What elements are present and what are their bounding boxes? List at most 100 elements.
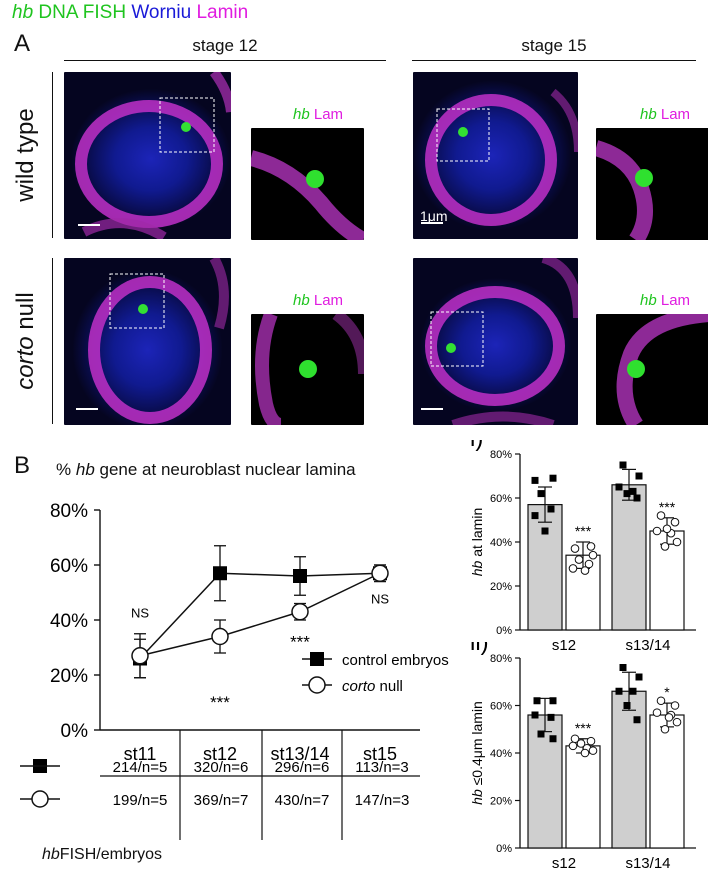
table-cell-corto: 199/n=5 <box>113 792 168 809</box>
dot-control <box>619 461 627 469</box>
line-chart: 0% 20% 40% 60% 80% st11 st12 st13/14 st15 NS *** **… <box>50 501 449 764</box>
inset-wt-stage12 <box>251 128 364 240</box>
table-cell-corto: 147/n=3 <box>355 792 410 809</box>
dot-control <box>549 474 557 482</box>
bar-chart-ytick-label: 20% <box>490 581 512 593</box>
table-cell-corto: 430/n=7 <box>275 792 330 809</box>
inset-corto-stage12 <box>251 314 364 425</box>
dot-control <box>623 702 631 709</box>
dot-corto <box>580 566 590 575</box>
bar-chart-ii: ii) 0% 20% 40% 60% 80% hb ≤0.4μm lamin s12 s13/1… <box>469 642 696 872</box>
point-corto <box>131 647 149 665</box>
line-chart-ytick-label: 20% <box>50 666 88 687</box>
bar-chart-ytick-label: 80% <box>490 449 512 461</box>
micrograph-wt-stage15-svg <box>421 88 578 226</box>
table-marker-corto <box>31 790 49 808</box>
column-header-stage15: stage 15 <box>521 36 587 55</box>
panel-b-letter: B <box>14 452 31 479</box>
dot-control <box>633 716 641 724</box>
micrograph-corto-stage15-svg <box>421 258 578 425</box>
inset-label-corto-stage12: hb Lam <box>293 292 344 309</box>
line-chart-category-label: st13/14 <box>270 744 329 764</box>
bar-chart-label: i) <box>470 440 483 452</box>
row-label-corto: corto <box>12 336 39 390</box>
line-chart-ytick-label: 0% <box>61 721 89 742</box>
bar-chart-ytick-label: 20% <box>490 796 512 808</box>
dot-control <box>619 664 627 671</box>
inset-label-wt-stage15: hb Lam <box>640 106 691 123</box>
significance-label: * <box>664 684 670 700</box>
dot-control <box>547 713 555 721</box>
dot-control <box>615 483 623 491</box>
dot-corto <box>652 708 662 717</box>
row-rule-bottom <box>52 258 53 424</box>
dot-corto <box>570 544 580 553</box>
line-chart-ytick-label: 80% <box>50 501 88 522</box>
legend-worniu: Worniu <box>131 2 192 23</box>
bar-chart-ytick-label: 60% <box>490 493 512 505</box>
dot-control <box>537 490 545 498</box>
inset-wt-stage15 <box>596 128 708 240</box>
dot-corto <box>580 748 590 758</box>
dot-corto <box>660 542 670 551</box>
dot-corto <box>586 736 596 746</box>
bar-chart-ytick-label: 80% <box>490 653 512 665</box>
bar-chart-i: i) 0% 20% 40% 60% 80% hb at lamin s12 s13/14 *** *… <box>469 440 696 650</box>
row-label-corto-null: corto null <box>12 292 40 389</box>
point-corto <box>291 603 309 621</box>
inset-label-corto-stage15: hb Lam <box>640 292 691 309</box>
dot-control <box>549 735 557 743</box>
significance-label: *** <box>290 632 310 651</box>
inset-wt-stage15-svg <box>596 140 653 240</box>
bar-chart-ytick-label: 60% <box>490 701 512 713</box>
inset-wt-stage12-svg <box>251 150 364 240</box>
dot-corto <box>586 542 596 551</box>
dot-control <box>547 505 555 513</box>
dot-corto <box>664 713 674 722</box>
legend-marker-control <box>310 652 324 666</box>
row-label-wild-type: wild type <box>12 108 39 202</box>
dot-control <box>629 487 637 495</box>
panel-a-legend: hb DNA FISH Worniu Lamin <box>12 2 248 24</box>
line-series-control <box>139 572 381 660</box>
dot-corto <box>672 717 682 727</box>
dot-control <box>549 697 557 705</box>
row-rule-top <box>52 72 53 238</box>
panel-a-letter: A <box>14 30 31 57</box>
bar-control <box>611 690 647 849</box>
dot-corto <box>584 559 594 569</box>
line-chart-ytick-label: 40% <box>50 611 88 632</box>
dot-corto <box>574 555 584 564</box>
inset-corto-stage15-svg <box>616 314 708 425</box>
line-chart-category-label: st12 <box>203 744 237 764</box>
inset-corto-stage12-svg <box>255 314 364 425</box>
dot-corto <box>576 739 586 748</box>
bar-chart-ylabel: hb at lamin <box>469 508 485 577</box>
scalebar-label: 1μm <box>420 208 448 224</box>
dot-corto <box>568 741 578 751</box>
point-corto <box>371 564 389 582</box>
panel-b-title: % hb gene at neuroblast nuclear lamina <box>56 460 356 479</box>
dot-control <box>531 711 539 719</box>
dot-control <box>537 730 545 738</box>
dot-corto <box>672 537 682 547</box>
dot-control <box>531 476 539 484</box>
dot-corto <box>588 746 598 755</box>
row-label-null: null <box>12 292 39 330</box>
table-cell-control: 214/n=5 <box>113 759 168 776</box>
legend-label-corto: corto null <box>342 678 403 695</box>
line-chart-ytick-label: 60% <box>50 556 88 577</box>
line-series-corto <box>139 572 381 657</box>
column-rule-left <box>64 60 386 61</box>
bar-corto <box>565 745 601 849</box>
bar-corto <box>649 714 685 849</box>
point-control <box>293 569 307 583</box>
dot-corto <box>662 524 672 534</box>
dot-corto <box>656 696 666 706</box>
column-header-stage12: stage 12 <box>192 36 258 55</box>
inset-label-wt-stage12: hb Lam <box>293 106 344 123</box>
dot-corto <box>652 526 662 536</box>
dot-control <box>635 673 643 681</box>
bar-chart-category-label: s12 <box>552 637 576 650</box>
table-cell-control: 113/n=3 <box>355 759 409 776</box>
